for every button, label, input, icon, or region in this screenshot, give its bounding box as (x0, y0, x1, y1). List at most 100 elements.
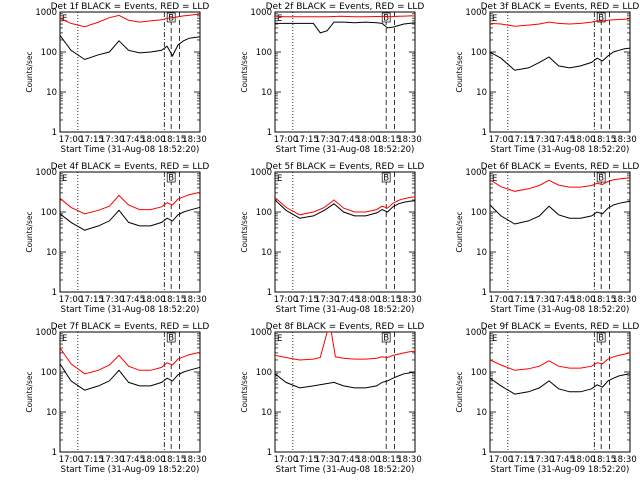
x-tick-label: 18:15 (592, 455, 617, 465)
y-tick-label: 10 (476, 88, 487, 98)
x-tick-label: 18:00 (571, 455, 596, 465)
x-tick-label: 18:00 (571, 135, 596, 145)
y-tick-label: 1 (52, 448, 57, 458)
panel-title: Det 3f BLACK = Events, RED = LLD (481, 2, 640, 12)
series-line-events (490, 47, 630, 71)
x-tick-label: 18:00 (356, 295, 381, 305)
x-tick-label: 18:30 (397, 455, 422, 465)
y-tick-label: 10 (261, 408, 272, 418)
x-tick-label: 18:15 (592, 295, 617, 305)
x-tick-label: 18:15 (377, 455, 402, 465)
y-tick-label: 100 (256, 48, 272, 58)
series-line-lld (490, 352, 630, 371)
marker-box-label: B (383, 334, 389, 344)
panel-title: Det 7f BLACK = Events, RED = LLD (51, 322, 210, 332)
y-axis-label: Counts/sec (240, 51, 249, 92)
y-axis-label: Counts/sec (240, 211, 249, 252)
x-axis-label: Start Time (31-Aug-08 18:52:20) (276, 465, 415, 475)
x-tick-label: 18:00 (141, 295, 166, 305)
corner-mark-e: E (62, 174, 67, 184)
x-tick-label: 18:30 (182, 135, 207, 145)
plot-frame (274, 171, 416, 293)
plot-frame (59, 331, 201, 453)
x-axis-label: Start Time (31-Aug-08 18:52:20) (491, 145, 630, 155)
x-tick-label: 18:15 (162, 455, 187, 465)
panel-det-3: Det 3f BLACK = Events, RED = LLD 1 10 100 10… (455, 2, 639, 155)
x-axis-label: Start Time (31-Aug-08 18:52:20) (276, 145, 415, 155)
marker-box-label: B (598, 174, 604, 184)
x-tick-label: 17:45 (335, 135, 360, 145)
panel-det-2: Det 2f BLACK = Events, RED = LLD 1 10 100 10… (240, 2, 424, 155)
series-line-lld (60, 347, 200, 375)
x-tick-label: 18:15 (162, 295, 187, 305)
x-tick-label: 18:30 (612, 135, 637, 145)
marker-box-label: B (598, 14, 604, 24)
y-tick-label: 10 (261, 88, 272, 98)
x-tick-label: 17:45 (120, 135, 145, 145)
marker-box (381, 12, 391, 23)
marker-box (596, 332, 606, 343)
x-tick-label: 17:45 (335, 295, 360, 305)
x-tick-label: 18:30 (182, 295, 207, 305)
x-tick-label: 17:15 (509, 135, 534, 145)
x-tick-label: 18:00 (141, 135, 166, 145)
marker-box-label: B (168, 174, 174, 184)
plot-frame (489, 11, 631, 133)
series-line-lld (60, 13, 200, 28)
y-axis-label: Counts/sec (455, 51, 464, 92)
x-tick-label: 17:00 (274, 295, 299, 305)
y-tick-label: 100 (41, 48, 57, 58)
y-tick-label: 100 (471, 48, 487, 58)
x-tick-label: 17:15 (294, 295, 319, 305)
x-tick-label: 17:30 (100, 295, 125, 305)
series-line-lld (60, 191, 200, 215)
plot-frame (274, 331, 416, 453)
y-tick-label: 1000 (465, 8, 487, 18)
x-tick-label: 17:45 (335, 455, 360, 465)
x-tick-label: 17:30 (315, 455, 340, 465)
x-tick-label: 17:00 (489, 135, 514, 145)
x-tick-label: 17:30 (315, 295, 340, 305)
y-tick-label: 1000 (250, 8, 272, 18)
x-axis-label: Start Time (31-Aug-08 18:52:20) (491, 305, 630, 315)
x-tick-label: 17:15 (509, 455, 534, 465)
x-tick-label: 17:15 (294, 455, 319, 465)
y-tick-label: 1 (267, 448, 272, 458)
series-line-lld (490, 18, 630, 27)
x-tick-label: 18:15 (162, 135, 187, 145)
marker-box-label: B (598, 334, 604, 344)
panel-title: Det 8f BLACK = Events, RED = LLD (266, 322, 425, 332)
x-tick-label: 18:15 (377, 135, 402, 145)
corner-mark-e: E (492, 334, 497, 344)
series-line-lld (275, 332, 415, 361)
panel-det-8: Det 8f BLACK = Events, RED = LLD 1 10 100 10… (240, 322, 424, 475)
x-tick-label: 17:45 (550, 135, 575, 145)
series-line-events (60, 363, 200, 391)
series-line-events (275, 371, 415, 389)
y-axis-label: Counts/sec (455, 211, 464, 252)
plot-frame (489, 171, 631, 293)
panel-det-5: Det 5f BLACK = Events, RED = LLD 1 10 100 10… (240, 162, 424, 315)
panel-title: Det 6f BLACK = Events, RED = LLD (481, 162, 640, 172)
y-tick-label: 100 (471, 208, 487, 218)
y-tick-label: 1000 (250, 168, 272, 178)
series-line-events (60, 206, 200, 231)
x-tick-label: 17:45 (120, 455, 145, 465)
panel-det-7: Det 7f BLACK = Events, RED = LLD 1 10 100 10… (25, 322, 209, 475)
marker-box-label: B (383, 14, 389, 24)
plot-frame (59, 11, 201, 133)
corner-mark-e: E (492, 174, 497, 184)
x-tick-label: 17:15 (79, 295, 104, 305)
x-tick-label: 17:30 (100, 455, 125, 465)
y-tick-label: 1 (52, 128, 57, 138)
x-tick-label: 17:45 (550, 455, 575, 465)
x-tick-label: 18:30 (182, 455, 207, 465)
x-tick-label: 18:00 (356, 455, 381, 465)
marker-box (596, 12, 606, 23)
x-tick-label: 17:45 (120, 295, 145, 305)
corner-mark-e: E (62, 334, 67, 344)
y-tick-label: 1000 (250, 328, 272, 338)
x-tick-label: 17:30 (100, 135, 125, 145)
y-tick-label: 1 (267, 128, 272, 138)
